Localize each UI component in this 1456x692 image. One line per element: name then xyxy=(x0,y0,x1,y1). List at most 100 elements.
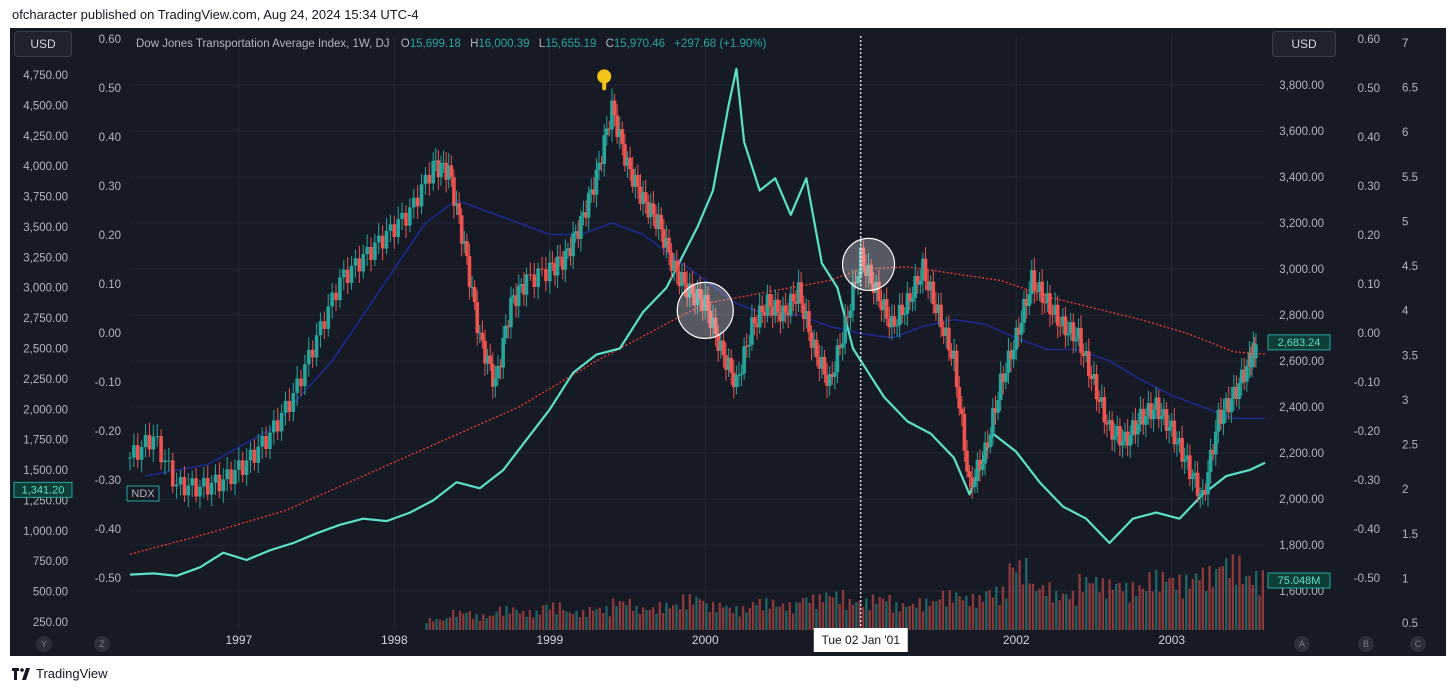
right-osc-tick: 0.20 xyxy=(1358,230,1380,242)
candle-body xyxy=(392,224,397,238)
volume-bar xyxy=(915,607,918,630)
candle-body xyxy=(1213,431,1218,455)
volume-bar xyxy=(988,589,991,630)
volume-bar xyxy=(442,620,445,630)
candle-body xyxy=(260,435,264,447)
candle-body xyxy=(532,274,537,287)
nav-button-z[interactable]: Z xyxy=(94,636,110,652)
volume-bar xyxy=(532,617,535,630)
volume-bar xyxy=(1115,583,1118,630)
legend-c-label: C xyxy=(606,38,614,50)
volume-bar xyxy=(1191,578,1195,630)
left-osc-tick: 0.00 xyxy=(99,328,121,340)
volume-bar xyxy=(518,613,522,630)
candle-body xyxy=(384,230,389,249)
candle-body xyxy=(1254,344,1258,359)
volume-bar xyxy=(675,604,678,630)
volume-bar xyxy=(1211,587,1215,630)
volume-bar xyxy=(1065,594,1068,630)
ndx-line xyxy=(129,67,1266,577)
volume-bar xyxy=(968,606,971,630)
candle-body xyxy=(237,460,241,470)
currency-button-left[interactable]: USD xyxy=(14,31,72,57)
volume-bar xyxy=(1155,570,1158,630)
right-price-tick: 3,800.00 xyxy=(1279,80,1324,92)
candle-body xyxy=(918,280,923,285)
candle-body xyxy=(884,299,889,319)
volume-bar xyxy=(1081,592,1085,630)
candle-body xyxy=(731,372,736,388)
right-scale-tick: 3.5 xyxy=(1402,350,1418,362)
chart-area[interactable]: 4,750.00 4,500.00 4,250.00 4,000.00 3,750.00… xyxy=(10,28,1446,656)
candle-body xyxy=(581,212,586,217)
nav-button-y[interactable]: Y xyxy=(36,636,52,652)
candle-body xyxy=(1141,408,1146,425)
volume-bar xyxy=(1258,595,1261,630)
volume-bar xyxy=(1025,558,1028,630)
candle-body xyxy=(1022,298,1026,323)
volume-bar xyxy=(615,606,618,630)
volume-bar xyxy=(925,598,928,630)
volume-bar xyxy=(798,602,801,630)
candle-body xyxy=(143,434,148,448)
candle-body xyxy=(996,400,1000,413)
volume-bar xyxy=(485,617,488,630)
candle-body xyxy=(1234,386,1239,400)
candle-body xyxy=(952,350,956,359)
nav-button-a[interactable]: A xyxy=(1294,636,1310,652)
candle-body xyxy=(431,161,435,184)
candle-body xyxy=(568,248,573,257)
candle-body xyxy=(991,408,995,435)
candle-body xyxy=(908,293,912,302)
chart-svg[interactable]: 4,750.00 4,500.00 4,250.00 4,000.00 3,750.00… xyxy=(10,28,1446,656)
volume-bar xyxy=(1248,575,1251,630)
candle-body xyxy=(856,276,860,284)
volume-bar xyxy=(478,620,482,630)
right-scale-tick: 1.5 xyxy=(1402,529,1418,541)
tradingview-logo[interactable]: TradingView xyxy=(12,666,108,681)
candle-body xyxy=(314,335,319,358)
volume-bar xyxy=(1228,578,1231,630)
volume-bar xyxy=(1221,566,1225,630)
candle-body xyxy=(400,212,404,220)
candle-body xyxy=(659,214,664,230)
candle-body xyxy=(198,486,202,497)
candle-body xyxy=(708,310,713,328)
volume-bar xyxy=(1135,596,1138,630)
candle-body xyxy=(423,174,428,185)
candle-body xyxy=(449,165,454,178)
volume-bar xyxy=(1181,598,1185,630)
bottom-bar: TradingView xyxy=(0,656,1456,692)
nav-button-b[interactable]: B xyxy=(1358,636,1374,652)
candle-body xyxy=(903,313,907,316)
candle-body xyxy=(1154,397,1158,411)
candle-body xyxy=(594,169,599,195)
volume-bar xyxy=(971,594,975,630)
candle-body xyxy=(411,197,416,208)
volume-bar xyxy=(958,596,961,630)
candle-body xyxy=(975,459,980,481)
volume-bar xyxy=(578,617,582,630)
candle-body xyxy=(213,474,218,483)
volume-bar xyxy=(1188,588,1191,630)
volume-bar xyxy=(805,597,808,630)
candle-body xyxy=(408,207,412,226)
candle-body xyxy=(1229,398,1234,413)
volume-bar xyxy=(898,611,901,630)
currency-button-right[interactable]: USD xyxy=(1272,31,1336,57)
volume-bar xyxy=(728,607,731,630)
candle-body xyxy=(719,340,723,351)
candle-body xyxy=(439,163,443,178)
axes: 4,750.00 4,500.00 4,250.00 4,000.00 3,750.00… xyxy=(23,34,1418,647)
volume-bar xyxy=(745,612,748,630)
volume-bar xyxy=(761,610,765,630)
candle-body xyxy=(1061,316,1065,326)
candle-body xyxy=(915,275,920,285)
pointing-hand-icon xyxy=(597,69,612,84)
nav-button-c[interactable]: C xyxy=(1410,636,1426,652)
volume-bar xyxy=(522,610,525,630)
right-volume-box xyxy=(1267,572,1331,589)
tradingview-logo-text: TradingView xyxy=(36,666,108,681)
volume-bar xyxy=(565,611,568,630)
volume-bar xyxy=(868,610,871,630)
